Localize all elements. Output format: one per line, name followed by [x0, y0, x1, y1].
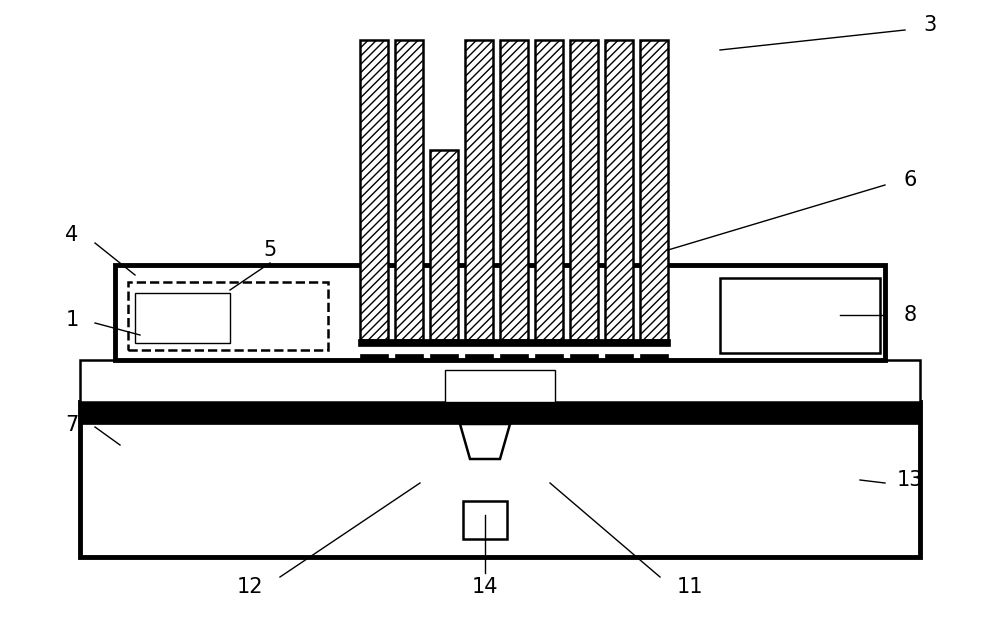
Text: 4: 4 — [65, 225, 79, 245]
Text: 5: 5 — [263, 240, 277, 260]
Bar — [500, 40, 528, 340]
Bar — [640, 354, 668, 360]
Text: 12: 12 — [237, 577, 263, 597]
Text: 1: 1 — [65, 310, 79, 330]
Polygon shape — [460, 424, 510, 459]
Bar — [445, 370, 555, 402]
Text: 7: 7 — [65, 415, 79, 435]
Text: 11: 11 — [677, 577, 703, 597]
Bar — [395, 40, 423, 340]
Bar — [360, 40, 388, 340]
Bar — [395, 354, 423, 360]
Bar — [430, 150, 458, 340]
Bar — [358, 339, 670, 346]
Bar — [360, 354, 388, 360]
Text: 3: 3 — [923, 15, 937, 35]
Bar — [640, 40, 668, 340]
Bar — [135, 293, 230, 343]
Text: 6: 6 — [903, 170, 917, 190]
Bar — [720, 278, 880, 353]
Text: 8: 8 — [903, 305, 917, 325]
Bar — [535, 354, 563, 360]
Bar — [535, 40, 563, 340]
Bar — [115, 265, 885, 360]
Text: 14: 14 — [472, 577, 498, 597]
Bar — [605, 354, 633, 360]
Bar — [80, 402, 920, 424]
Bar — [500, 354, 528, 360]
Text: 13: 13 — [897, 470, 923, 490]
Bar — [463, 501, 507, 539]
Bar — [570, 354, 598, 360]
Bar — [430, 354, 458, 360]
Bar — [80, 360, 920, 402]
Bar — [80, 402, 920, 557]
Bar — [128, 282, 328, 350]
Bar — [605, 40, 633, 340]
Bar — [570, 40, 598, 340]
Bar — [465, 354, 493, 360]
Bar — [465, 40, 493, 340]
